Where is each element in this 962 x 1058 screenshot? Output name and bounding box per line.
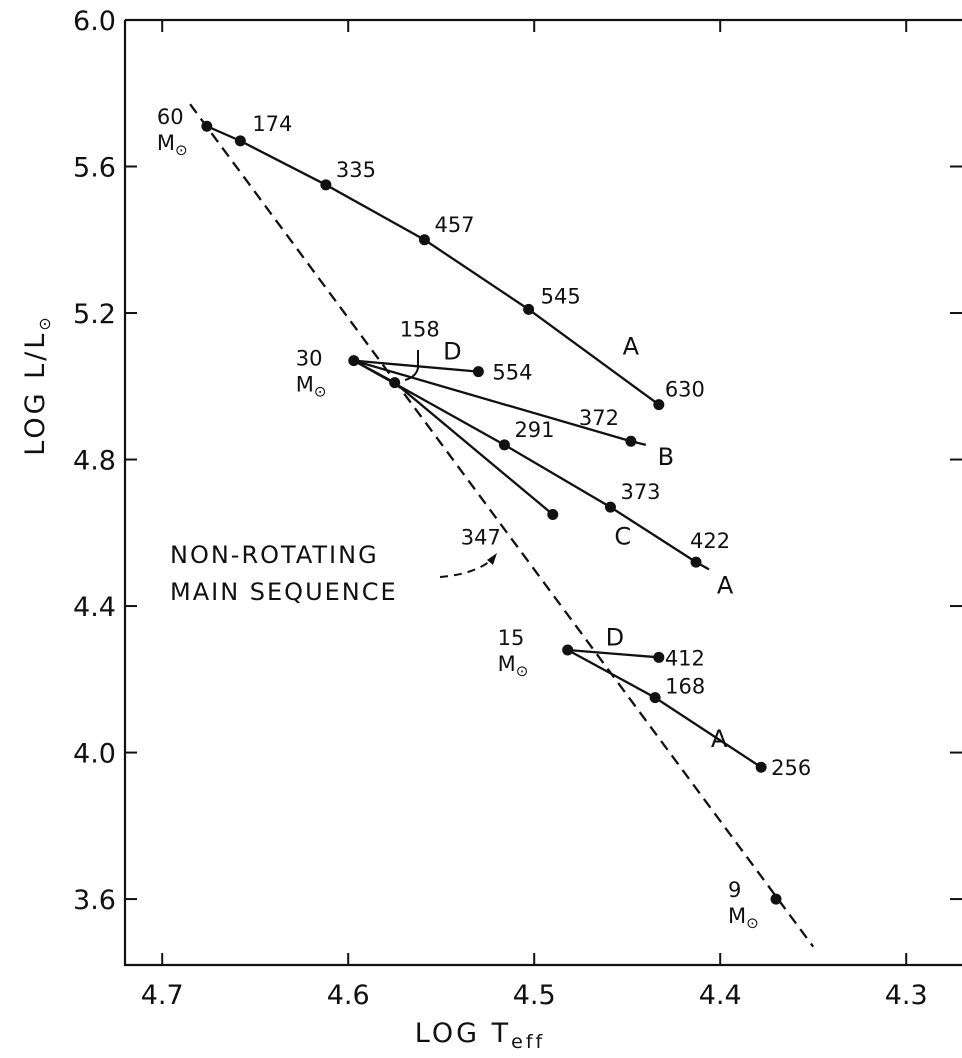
point-label: 372	[579, 406, 619, 430]
main-sequence-pointer-arrow	[439, 555, 496, 578]
y-tick-label: 3.6	[73, 885, 116, 916]
model-point	[348, 355, 360, 367]
track-point	[755, 761, 767, 773]
mass-unit-label: M⊙	[728, 904, 759, 932]
mass-unit-label: M⊙	[296, 373, 327, 401]
track-point	[649, 692, 661, 704]
track-label: A	[711, 725, 728, 753]
mass-unit-label: M⊙	[498, 652, 529, 680]
point-label: 158	[400, 318, 440, 342]
point-label: 457	[434, 213, 474, 237]
mass-unit: M	[728, 904, 746, 928]
mass-number-label: 60	[157, 105, 184, 129]
x-tick-label: 4.4	[699, 980, 742, 1011]
track-label: C	[614, 522, 631, 550]
y-tick-label: 6.0	[73, 6, 116, 37]
mass-unit-label: M⊙	[157, 131, 188, 159]
y-tick-label: 5.2	[73, 299, 116, 330]
sun-symbol: ⊙	[314, 383, 327, 401]
y-tick-label: 4.4	[73, 592, 116, 623]
point-label: 335	[336, 158, 376, 182]
sun-symbol: ⊙	[516, 662, 529, 680]
point-label: 373	[620, 480, 660, 504]
mass-unit: M	[296, 373, 314, 397]
track-point	[547, 508, 559, 520]
axes	[123, 18, 962, 967]
x-tick-label: 4.6	[327, 980, 370, 1011]
point-label: 174	[252, 112, 292, 136]
y-tick-label: 4.8	[73, 446, 116, 477]
tracks	[201, 120, 782, 905]
track-point	[418, 234, 430, 246]
main-sequence-pointer-arrowhead	[487, 553, 497, 565]
track-point	[625, 435, 637, 447]
track-label: A	[623, 333, 640, 361]
track-point	[234, 135, 246, 147]
point-label: 291	[514, 418, 554, 442]
point-label: 347	[461, 525, 501, 549]
point-label: 422	[690, 529, 730, 553]
track-label: D	[606, 623, 624, 651]
x-tick-label: 4.5	[513, 980, 556, 1011]
x-axis-label: LOG Teff	[415, 1018, 545, 1053]
sun-symbol: ⊙	[746, 914, 759, 932]
track-point	[690, 556, 702, 568]
x-tick-label: 4.3	[885, 980, 928, 1011]
main-sequence-line	[189, 103, 815, 948]
model-point	[562, 644, 574, 656]
track-label: D	[443, 338, 461, 366]
point-label: 554	[492, 361, 532, 385]
point-label: 630	[665, 378, 705, 402]
model-point	[201, 120, 213, 132]
point-label: 545	[541, 284, 581, 308]
labels: 174 335 457 545 630 A 372 B 158 347 C 291 373 422 A 554…	[157, 105, 811, 932]
main-sequence-label-line-1: NON-ROTATING	[170, 541, 379, 569]
ticks: 4.7 4.6 4.5 4.4 4.3 6.0 5.6 5.2 4.8 4.4 4.0 3.6	[73, 6, 962, 1011]
point-label: 256	[771, 756, 811, 780]
model-point	[770, 893, 782, 905]
track-point	[498, 439, 510, 451]
x-tick-label: 4.7	[141, 980, 184, 1011]
mass-unit: M	[157, 131, 175, 155]
track-line-A	[206, 125, 660, 406]
y-tick-label: 5.6	[73, 153, 116, 184]
track-label: B	[658, 443, 674, 471]
main-sequence-label-line-2: MAIN SEQUENCE	[170, 578, 398, 606]
track-point	[320, 179, 332, 191]
y-axis-label: LOG L/L⊙	[20, 314, 54, 455]
sun-symbol: ⊙	[175, 141, 188, 159]
track-point	[653, 651, 665, 663]
track-label: A	[717, 571, 734, 599]
track-point	[604, 501, 616, 513]
track-point	[472, 366, 484, 378]
mass-number-label: 15	[498, 626, 525, 650]
track-line-D	[567, 648, 659, 659]
main-sequence-dashed-line	[189, 103, 815, 948]
mass-number-label: 9	[728, 878, 741, 902]
mass-unit: M	[498, 652, 516, 676]
plot-frame-axes	[123, 20, 962, 967]
y-tick-label: 4.0	[73, 739, 116, 770]
track-line-D	[353, 359, 479, 373]
point-158-pointer	[404, 350, 419, 381]
track-point	[523, 303, 535, 315]
point-label: 168	[665, 675, 705, 699]
mass-number-label: 30	[296, 347, 323, 371]
track-point	[653, 399, 665, 411]
point-label: 412	[665, 646, 705, 670]
